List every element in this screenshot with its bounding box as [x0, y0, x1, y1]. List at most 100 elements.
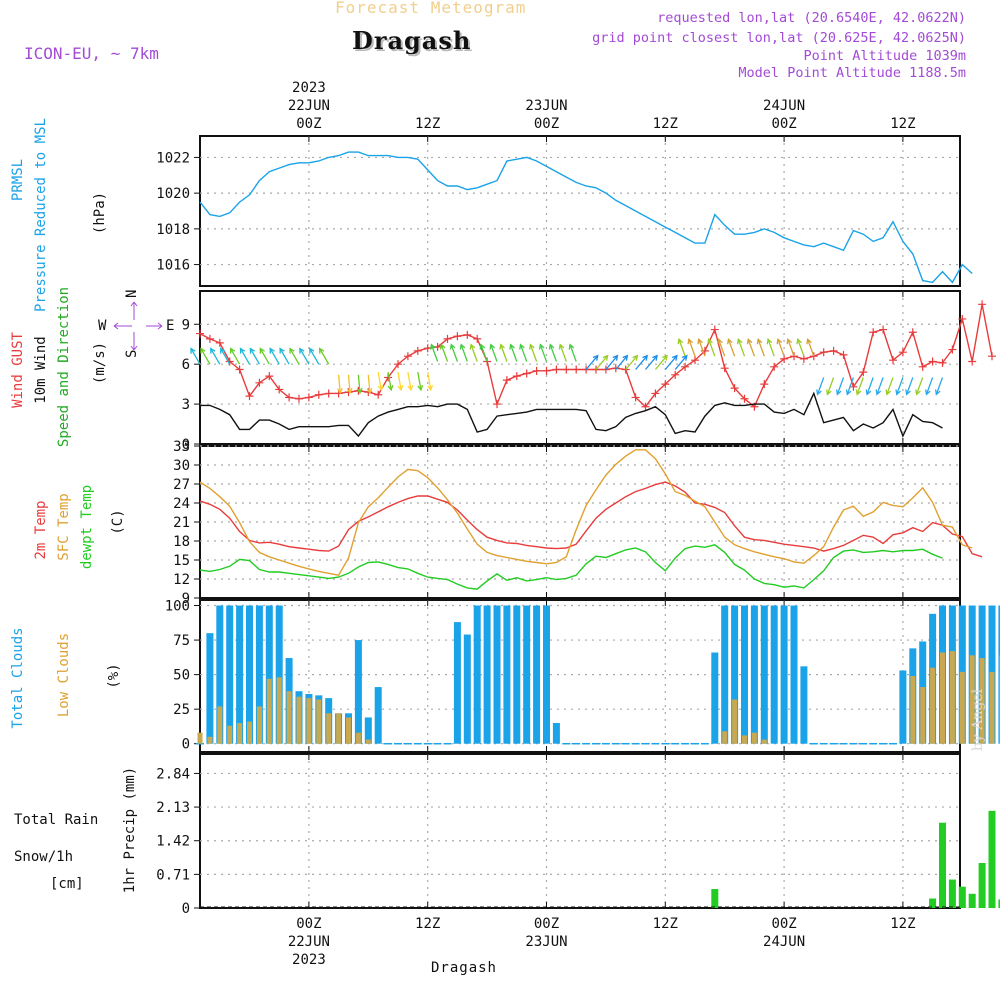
total-cloud-bar — [513, 605, 521, 744]
total-cloud-bar — [741, 605, 748, 744]
low-cloud-bar — [979, 658, 985, 744]
rain-bar — [939, 822, 946, 908]
wind-arrow-head — [309, 347, 315, 354]
gust-marker — [968, 357, 977, 366]
wind-arrow — [289, 348, 300, 365]
wind-arrow — [200, 348, 211, 365]
wind-arrow — [856, 377, 864, 395]
wind-arrow — [210, 348, 221, 365]
wind-arrow-head — [299, 347, 305, 354]
low-cloud-bar — [296, 696, 302, 744]
rain-bar — [958, 886, 966, 908]
wind-arrow-head — [417, 384, 424, 392]
wind-arrow — [787, 339, 795, 357]
footer-station: Dragash — [431, 960, 497, 976]
x-top-label: 00Z — [534, 116, 559, 132]
wind-arrow — [417, 372, 422, 390]
wind-arrow — [635, 355, 648, 370]
rain-bar — [948, 879, 956, 908]
gust-marker — [641, 402, 650, 411]
gust-marker — [928, 357, 937, 366]
total-cloud-bar — [790, 605, 798, 744]
wind-arrow — [440, 344, 449, 362]
wind-arrow-head — [677, 338, 684, 345]
wind-arrow-head — [407, 384, 414, 392]
wind-arrow — [269, 348, 280, 365]
rain-bar — [978, 862, 986, 908]
wind-arrow-head — [766, 338, 773, 345]
wind-arrow — [299, 348, 310, 365]
gust-marker — [988, 352, 996, 361]
rain-bar — [929, 898, 937, 908]
low-cloud-bar — [276, 677, 282, 744]
y-tick-label: 15 — [173, 553, 190, 569]
low-cloud-bar — [989, 671, 995, 744]
gust-marker — [631, 393, 640, 402]
wind-arrow-head — [289, 347, 295, 354]
wind-arrow — [698, 339, 706, 357]
gust-marker — [770, 362, 779, 371]
wind-arrow — [826, 377, 835, 395]
gust-marker — [849, 382, 858, 391]
wind-arrow — [935, 377, 944, 395]
wind-arrow — [569, 344, 577, 362]
wind-arrow — [500, 344, 508, 362]
y-tick-label: 21 — [173, 515, 190, 531]
wind-arrow-head — [855, 389, 862, 396]
wind-arrow-head — [459, 343, 466, 350]
total-cloud-bar — [246, 605, 253, 744]
gust-marker — [215, 338, 224, 347]
wind-arrow-head — [430, 343, 436, 350]
wind-arrow — [190, 348, 201, 365]
ylabel-2m-temp: 2m Temp — [33, 500, 49, 559]
wind-arrow-head — [865, 389, 872, 396]
wind-arrow — [777, 339, 785, 357]
low-cloud-bar — [761, 739, 767, 744]
wind-arrow — [595, 355, 609, 370]
wind-arrow-head — [489, 343, 496, 350]
series-line-2 — [199, 544, 943, 590]
y-tick-label: 3 — [182, 397, 190, 413]
wind-arrow — [279, 348, 290, 365]
y-tick-label: 1016 — [156, 258, 190, 274]
gust-marker — [918, 362, 927, 371]
x-top-label: 22JUN — [288, 98, 330, 114]
gust-marker — [700, 346, 709, 355]
gust-marker — [908, 328, 917, 337]
low-cloud-bar — [949, 651, 955, 744]
total-cloud-bar — [463, 634, 471, 744]
gust-marker — [502, 376, 511, 385]
total-cloud-bar — [523, 605, 531, 744]
wind-arrow-head — [568, 343, 575, 350]
series-line-0 — [199, 481, 983, 558]
x-top-label: 00Z — [296, 116, 321, 132]
wind-arrow-head — [519, 343, 525, 350]
low-cloud-bar — [336, 713, 342, 744]
total-cloud-bar — [750, 605, 758, 744]
gust-marker — [453, 332, 462, 341]
gust-marker — [235, 365, 244, 374]
wind-arrow-head — [469, 343, 476, 350]
wind-arrow — [737, 339, 746, 357]
total-cloud-bar — [711, 652, 719, 744]
wind-arrow-head — [662, 354, 668, 361]
gust-marker — [740, 394, 749, 403]
wind-arrow-head — [259, 347, 265, 354]
wind-arrow-head — [622, 354, 629, 361]
wind-arrow-head — [210, 347, 216, 354]
wind-arrow-head — [845, 389, 852, 396]
gust-marker — [542, 366, 551, 375]
wind-arrow-head — [509, 343, 515, 350]
x-bottom-label: 00Z — [296, 916, 321, 932]
wind-arrow — [816, 377, 825, 395]
wind-arrow-head — [652, 354, 658, 361]
wind-arrow-head — [269, 347, 275, 354]
wind-arrow — [896, 377, 904, 395]
low-cloud-bar — [751, 732, 757, 744]
wind-arrow-head — [279, 347, 285, 354]
total-cloud-bar — [255, 605, 263, 744]
wind-arrow-head — [377, 384, 384, 392]
credit-watermark: by Angel — [970, 688, 986, 751]
wind-arrow — [836, 377, 845, 395]
total-cloud-bar — [552, 722, 560, 744]
